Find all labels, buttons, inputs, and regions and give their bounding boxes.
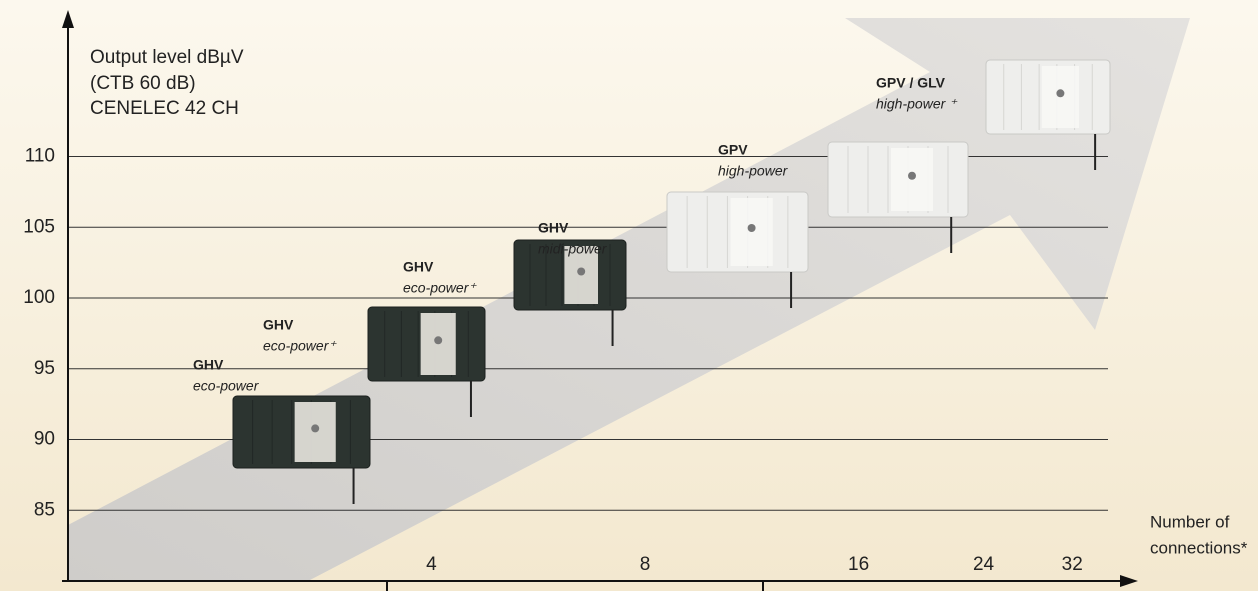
y-tick-label: 110 — [25, 146, 55, 167]
y-axis-label: Output level dBµV — [90, 47, 244, 68]
product-connector — [1056, 89, 1065, 98]
y-tick-label: 100 — [23, 287, 55, 308]
x-axis-arrow — [1120, 575, 1138, 587]
product-connector — [577, 267, 586, 276]
product-name: GHV — [538, 220, 569, 236]
product-name: GHV — [403, 259, 434, 275]
y-tick-label: 105 — [23, 216, 55, 237]
product — [367, 306, 486, 417]
y-axis-label: CENELEC 42 CH — [90, 98, 239, 119]
product-name: GPV — [718, 142, 748, 158]
product-subtitle: eco-power⁺ — [263, 338, 337, 354]
product-connector — [311, 424, 320, 433]
product-connector — [747, 224, 756, 232]
x-tick-label: 32 — [1062, 554, 1083, 575]
x-tick-label: 24 — [973, 554, 995, 575]
product — [666, 191, 809, 308]
product — [513, 239, 627, 346]
product-name: GPV / GLV — [876, 75, 946, 91]
y-tick-label: 85 — [34, 499, 55, 520]
y-axis-arrow — [62, 10, 74, 28]
product — [232, 395, 371, 504]
product — [827, 141, 969, 253]
product-subtitle: high-power — [718, 163, 789, 179]
product-connector — [434, 336, 443, 345]
y-axis-label: (CTB 60 dB) — [90, 73, 196, 94]
y-tick-label: 90 — [34, 429, 55, 450]
product-subtitle: eco-power — [193, 378, 260, 394]
product-name: GHV — [263, 317, 294, 333]
x-axis-label: connections* — [1150, 538, 1248, 557]
product-subtitle: midi-power — [538, 241, 608, 257]
product-connector — [908, 171, 916, 180]
product-name: GHV — [193, 357, 224, 373]
product-subtitle: high-power ⁺ — [876, 96, 958, 112]
x-axis-label: Number of — [1150, 512, 1230, 531]
x-tick-label: 4 — [426, 554, 437, 575]
product — [985, 59, 1111, 170]
x-tick-label: 16 — [848, 554, 869, 575]
y-tick-label: 95 — [34, 358, 55, 379]
x-tick-label: 8 — [640, 554, 651, 575]
product-subtitle: eco-power⁺ — [403, 280, 477, 296]
products: GHV eco-power GHV eco-power⁺ GHV eco-power⁺ GH… — [193, 59, 1111, 504]
